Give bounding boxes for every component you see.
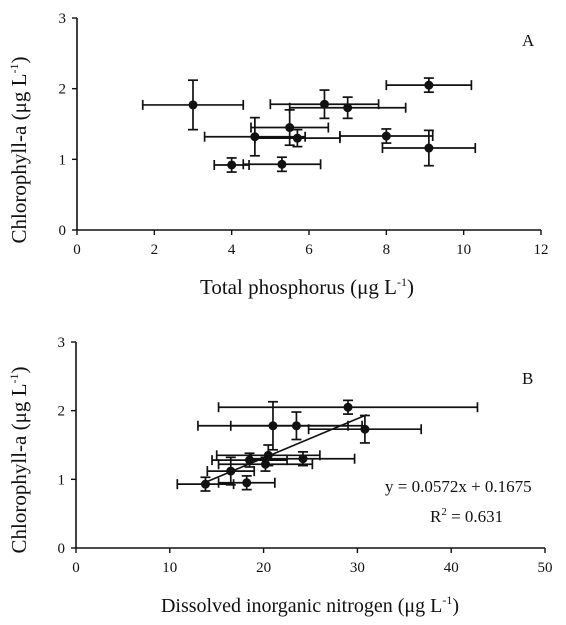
- panel-a-x-tick-label: 4: [228, 242, 236, 258]
- panel-a-x-tick-label: 2: [151, 242, 159, 258]
- panel-b-data-point: [245, 455, 255, 465]
- panel-a-data-point-group: [288, 96, 407, 120]
- panel-b-data-point: [226, 466, 236, 476]
- svg-text:Chlorophyll-a (μg L-1): Chlorophyll-a (μg L-1): [7, 57, 31, 244]
- panel-b-y-tick-label: 0: [58, 541, 66, 557]
- panel-a-data-point-group: [250, 109, 330, 147]
- panel-a-y-tick-label: 0: [59, 223, 67, 239]
- panel-a-x-tick-label: 0: [73, 242, 81, 258]
- panel-b-x-tick-label: 0: [72, 560, 80, 576]
- panel-a-data-point: [343, 103, 353, 113]
- panel-b-data-point: [360, 424, 370, 434]
- panel-b-data-point: [200, 479, 210, 489]
- panel-b-x-tick-label: 50: [538, 560, 553, 576]
- panel-b-x-tick-label: 20: [256, 560, 271, 576]
- panel-a-data-point: [227, 160, 237, 170]
- panel-b-data-point-group: [217, 399, 479, 415]
- panel-a-chart: A Chlorophyll-a (μg L-1) Total phosphoru…: [7, 11, 549, 299]
- panel-a-data-point: [424, 143, 434, 153]
- panel-b-data-point: [298, 454, 308, 464]
- panel-b-data-point-group: [229, 411, 363, 441]
- panel-b-y-tick-label: 2: [58, 404, 66, 420]
- panel-a-data-point: [319, 99, 329, 109]
- panel-b-data-point: [291, 421, 301, 431]
- panel-b-xlabel: Dissolved inorganic nitrogen (μg L-1): [161, 593, 459, 617]
- panel-b-data-point-group: [250, 451, 356, 467]
- panel-b-x-tick-label: 40: [444, 560, 459, 576]
- panel-a-y-tick-label: 2: [59, 82, 67, 98]
- panel-b-data-point-group: [307, 414, 423, 444]
- panel-a-data-point: [381, 131, 391, 141]
- panel-b-x-tick-label: 10: [162, 560, 177, 576]
- panel-b-label: B: [522, 369, 533, 388]
- panel-a-data-point-group: [242, 156, 322, 173]
- panel-a-data-point-group: [141, 79, 245, 131]
- panel-a-x-tick-label: 12: [534, 242, 549, 258]
- panel-b-ylabel: Chlorophyll-a (μg L-1): [7, 367, 31, 554]
- panel-a-data-point-group: [269, 89, 380, 120]
- panel-a-xlabel: Total phosphorus (μg L-1): [200, 275, 414, 299]
- panel-b-data-point-group: [217, 475, 276, 491]
- panel-a-data-point-group: [254, 128, 341, 148]
- panel-b-data-point: [263, 450, 273, 460]
- panel-a-data-point: [188, 100, 198, 110]
- panel-a-data-point-group: [385, 77, 473, 94]
- r-squared-label: R2 = 0.631: [430, 506, 503, 526]
- panel-b-y-tick-label: 1: [58, 472, 66, 488]
- panel-a-ylabel: Chlorophyll-a (μg L-1): [7, 57, 31, 244]
- panel-a-x-tick-label: 8: [383, 242, 391, 258]
- panel-b-data-point-group: [206, 456, 256, 486]
- panel-a-x-tick-label: 10: [456, 242, 471, 258]
- svg-text:Chlorophyll-a (μg L-1): Chlorophyll-a (μg L-1): [7, 367, 31, 554]
- panel-a-data-point-group: [381, 129, 477, 167]
- regression-equation: y = 0.0572x + 0.1675: [385, 477, 532, 496]
- panel-a-label: A: [522, 31, 535, 50]
- panel-a-data-point-group: [339, 128, 434, 144]
- panel-a-y-tick-label: 1: [59, 152, 67, 168]
- panel-a-data-point: [292, 133, 302, 143]
- panel-b-x-tick-label: 30: [350, 560, 365, 576]
- panel-b-data-point-group: [176, 476, 235, 492]
- panel-a-data-point: [277, 159, 287, 169]
- panel-a-data-point: [424, 80, 434, 90]
- panel-a-y-tick-label: 3: [59, 11, 67, 27]
- panel-b-data-point: [343, 402, 353, 412]
- panel-a-x-tick-label: 6: [305, 242, 313, 258]
- panel-b-chart: B Chlorophyll-a (μg L-1) Dissolved inorg…: [7, 335, 553, 617]
- panel-b-data-point: [242, 478, 252, 488]
- panel-a-data-point: [285, 123, 295, 133]
- panel-b-y-tick-label: 3: [58, 335, 66, 351]
